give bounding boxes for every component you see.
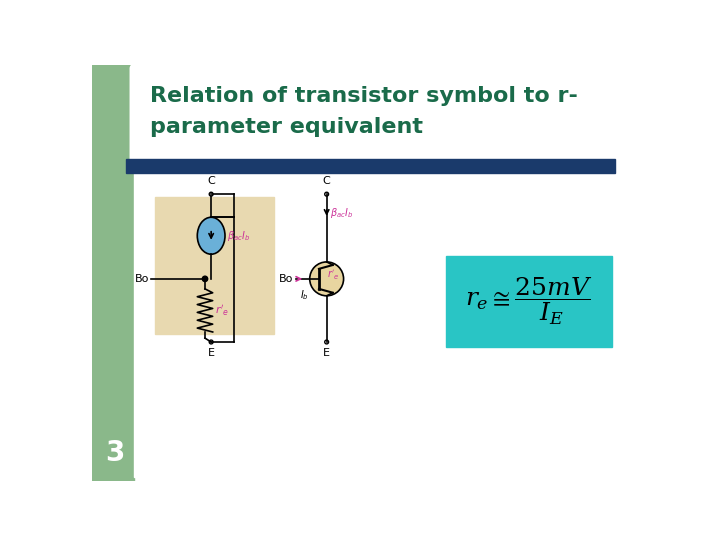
Text: C: C bbox=[207, 176, 215, 186]
Text: Relation of transistor symbol to r-: Relation of transistor symbol to r- bbox=[150, 86, 577, 106]
Text: $r'_e$: $r'_e$ bbox=[215, 303, 229, 318]
Bar bbox=[446, 256, 611, 347]
Circle shape bbox=[310, 262, 343, 296]
Circle shape bbox=[325, 192, 328, 196]
Text: $I_b$: $I_b$ bbox=[300, 288, 309, 302]
Bar bbox=[92, 65, 134, 481]
Text: $r'_e$: $r'_e$ bbox=[328, 268, 340, 282]
Circle shape bbox=[325, 340, 328, 344]
Text: 3: 3 bbox=[106, 438, 125, 467]
Circle shape bbox=[210, 192, 213, 196]
Text: E: E bbox=[323, 348, 330, 358]
Text: C: C bbox=[323, 176, 330, 186]
FancyBboxPatch shape bbox=[130, 64, 645, 167]
Circle shape bbox=[202, 276, 207, 281]
Text: $\beta_{ac}I_b$: $\beta_{ac}I_b$ bbox=[330, 206, 354, 220]
Bar bbox=[127, 159, 616, 173]
Text: Bo: Bo bbox=[135, 274, 149, 284]
Text: $\beta_{ac}I_b$: $\beta_{ac}I_b$ bbox=[228, 229, 251, 243]
Circle shape bbox=[210, 340, 213, 344]
Text: parameter equivalent: parameter equivalent bbox=[150, 117, 423, 137]
Ellipse shape bbox=[197, 217, 225, 254]
Text: Bo: Bo bbox=[279, 274, 294, 284]
Text: E: E bbox=[207, 348, 215, 358]
Text: $r_e \cong \dfrac{25mV}{I_E}$: $r_e \cong \dfrac{25mV}{I_E}$ bbox=[465, 275, 593, 327]
Bar bbox=[134, 142, 642, 477]
Bar bbox=[155, 197, 274, 334]
